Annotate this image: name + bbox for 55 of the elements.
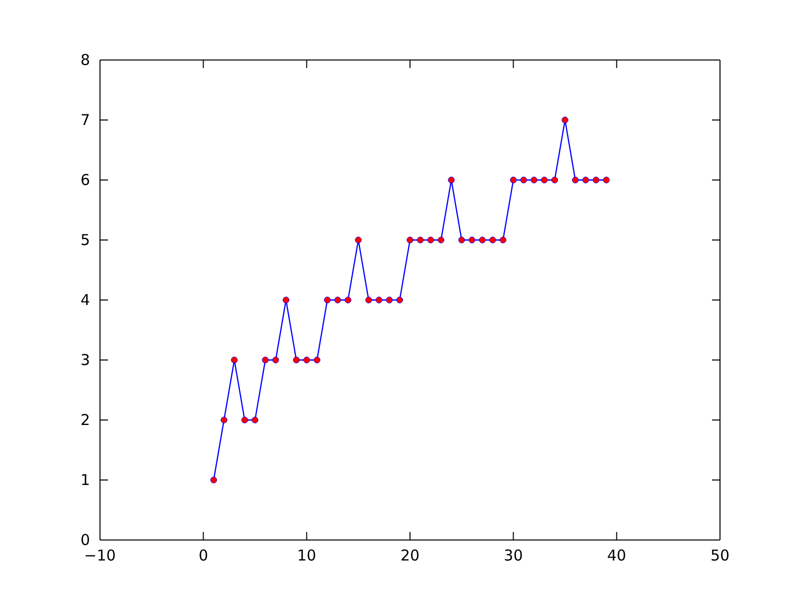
point [582,176,590,184]
point [262,356,269,364]
x-tick-label: −10 [84,546,116,565]
point [292,356,300,364]
point [303,356,310,364]
y-tick-label: 5 [80,230,90,249]
y-tick-label: 4 [80,290,90,309]
point [230,356,238,364]
y-tick-label: 8 [80,50,90,69]
point [500,236,506,244]
point [562,116,568,124]
x-tick-label: 10 [297,546,316,565]
y-tick-label: 3 [80,350,90,369]
point [272,356,280,364]
y-tick-label: 1 [80,470,90,489]
point [282,296,290,304]
point [376,296,382,304]
y-tick-label: 2 [80,410,90,429]
point [252,416,258,424]
point [489,236,496,244]
point [468,236,476,244]
point [396,296,404,304]
point [406,236,414,244]
x-tick-label: 40 [607,546,626,565]
point [365,296,372,304]
point [510,176,517,184]
point [354,236,362,244]
point [427,236,434,244]
x-tick-label: 0 [198,546,208,565]
point [540,176,548,184]
x-tick-label: 20 [400,546,420,565]
point [458,236,466,244]
y-tick-label: 6 [80,170,90,189]
point [530,176,538,184]
x-tick-label: 30 [504,546,523,565]
point [448,176,455,184]
point [602,176,610,184]
point [520,176,528,184]
point [438,236,444,244]
y-tick-label: 0 [80,530,90,549]
point [334,296,342,304]
point [241,416,248,424]
x-tick-label: 50 [710,546,730,565]
point [324,296,331,304]
point [592,176,600,184]
point [220,416,228,424]
point [344,296,352,304]
point [478,236,486,244]
y-tick-label: 7 [80,110,90,129]
point [210,476,218,484]
point [386,296,393,304]
point [551,176,558,184]
point [572,176,579,184]
point [314,356,320,364]
point [416,236,424,244]
